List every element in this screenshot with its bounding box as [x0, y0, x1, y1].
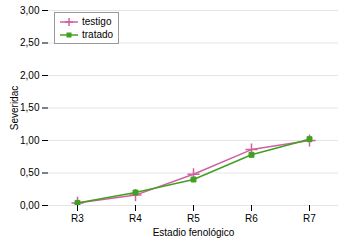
html-text:tratado: tratado — [82, 29, 114, 40]
svg-text:R4: R4 — [129, 213, 142, 224]
svg-text:R7: R7 — [303, 213, 316, 224]
svg-text:3,00: 3,00 — [20, 5, 40, 16]
svg-text:1,50: 1,50 — [20, 102, 40, 113]
svg-text:R3: R3 — [71, 213, 84, 224]
svg-text:Severidac: Severidac — [9, 86, 20, 130]
svg-text:Estadio fenológico: Estadio fenológico — [153, 227, 235, 238]
svg-text:R6: R6 — [245, 213, 258, 224]
html-text:testigo: testigo — [82, 16, 112, 27]
svg-text:0,00: 0,00 — [20, 200, 40, 211]
svg-text:1,00: 1,00 — [20, 135, 40, 146]
svg-text:2,50: 2,50 — [20, 37, 40, 48]
svg-text:0,50: 0,50 — [20, 167, 40, 178]
svg-text:2,00: 2,00 — [20, 70, 40, 81]
svg-text:R5: R5 — [187, 213, 200, 224]
